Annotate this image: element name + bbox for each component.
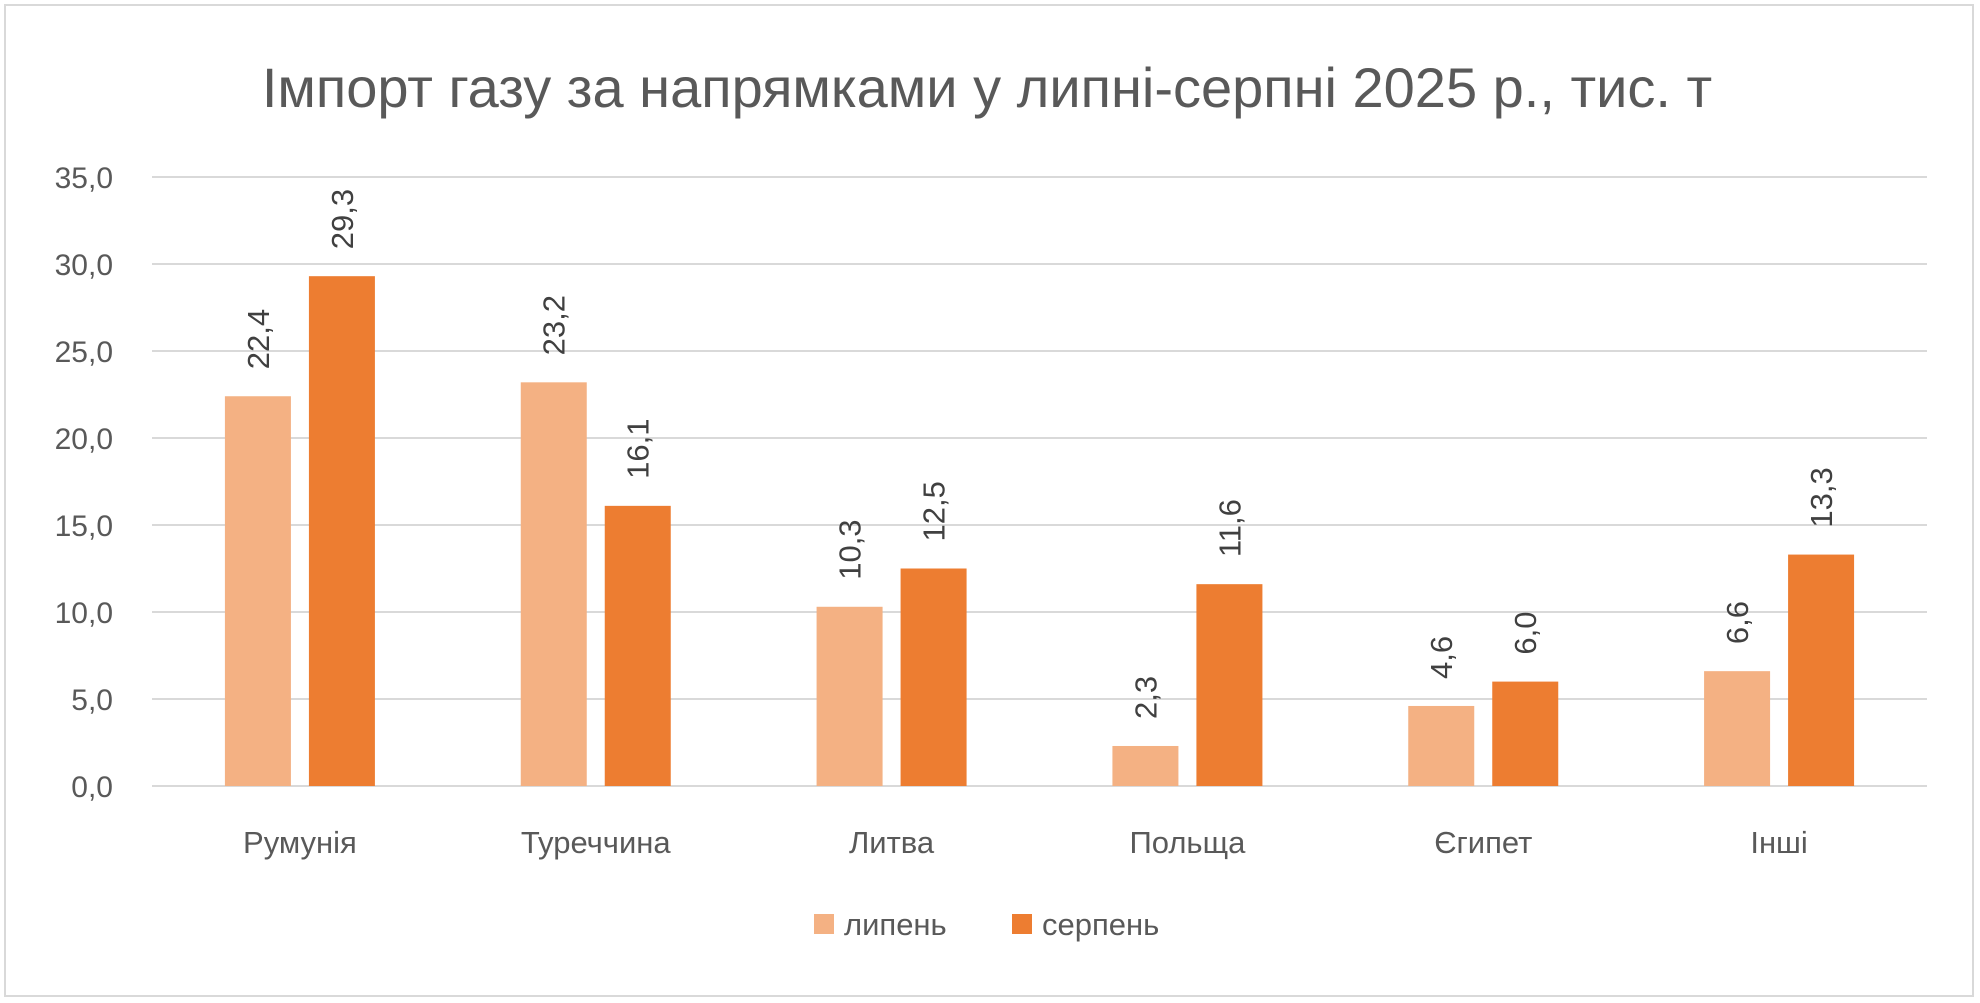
bar-серпень-Інші [1788,554,1855,786]
category-label: Туреччина [521,825,672,860]
bar-chart: Імпорт газу за напрямками у липні-серпні… [55,56,1927,942]
data-label: 11,6 [1212,499,1247,557]
y-tick-label: 0,0 [71,771,113,804]
bar-серпень-Литва [900,568,967,786]
x-axis-categories: Румунія Туреччина Литва Польща Єгипет Інші [243,825,1808,860]
bar-серпень-Польща [1196,584,1263,786]
y-tick-label: 10,0 [55,597,113,630]
chart-frame: Імпорт газу за напрямками у липні-серпні… [4,4,1974,997]
category-label: Литва [849,825,935,860]
legend-swatch [1012,914,1032,934]
data-label: 4,6 [1424,636,1459,679]
data-label: 16,1 [621,419,656,479]
bar-липень-Польща [1112,745,1179,786]
data-label: 2,3 [1128,676,1163,719]
bar-липень-Єгипет [1408,705,1475,786]
data-label: 6,0 [1508,611,1543,654]
category-label: Румунія [243,825,357,860]
legend-item-серпень: серпень [1012,907,1159,942]
legend-item-липень: липень [814,907,947,942]
legend-label: серпень [1042,907,1159,942]
data-label: 10,3 [833,519,868,579]
bar-липень-Румунія [224,396,291,786]
bar-серпень-Румунія [308,276,375,786]
bars [224,276,1855,786]
bar-липень-Інші [1704,671,1771,786]
data-label: 12,5 [917,481,952,541]
bar-серпень-Єгипет [1492,681,1559,786]
data-label: 23,2 [537,295,572,355]
y-tick-label: 30,0 [55,249,113,282]
chart-title: Імпорт газу за напрямками у липні-серпні… [262,56,1712,119]
data-labels: 22,4 29,3 23,2 16,1 10,3 12,5 2,3 11,6 4,6 6,0 6,6… [241,189,1839,719]
bar-серпень-Туреччина [604,505,671,786]
data-label: 13,3 [1804,467,1839,527]
legend-swatch [814,914,834,934]
y-axis-ticks: 0,0 5,0 10,0 15,0 20,0 25,0 30,0 35,0 [55,162,113,804]
data-label: 22,4 [241,309,276,369]
bar-липень-Туреччина [520,382,587,786]
bar-липень-Литва [816,606,883,786]
y-tick-label: 35,0 [55,162,113,195]
y-tick-label: 25,0 [55,336,113,369]
y-tick-label: 5,0 [71,684,113,717]
y-tick-label: 20,0 [55,423,113,456]
category-label: Польща [1130,825,1247,860]
y-tick-label: 15,0 [55,510,113,543]
legend-label: липень [844,907,947,942]
gridlines [152,176,1927,787]
data-label: 6,6 [1720,601,1755,644]
category-label: Єгипет [1434,825,1532,860]
legend: липень серпень [814,907,1159,942]
data-label: 29,3 [325,189,360,249]
category-label: Інші [1750,825,1808,860]
